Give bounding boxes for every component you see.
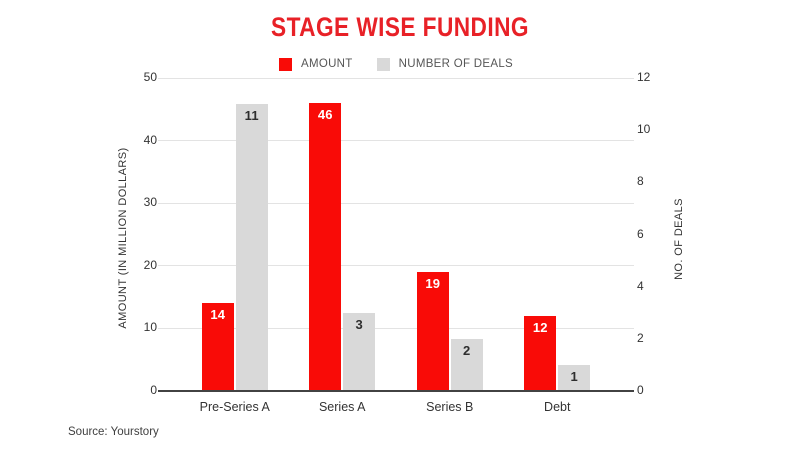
right-tick-2: 2 (637, 330, 644, 345)
bar-group-pre-series-a: 14 11 (181, 104, 289, 391)
gridline-40 (158, 140, 634, 142)
chart-title: STAGE WISE FUNDING (271, 12, 529, 42)
left-tick-10: 10 (143, 320, 157, 335)
legend-label-deals: NUMBER OF DEALS (398, 58, 514, 70)
bar-number-of-deals-series-a: 3 (343, 313, 376, 391)
bar-group-series-b: 19 2 (396, 272, 504, 391)
right-tick-12: 12 (637, 70, 651, 84)
bar-group-debt: 12 1 (504, 316, 612, 391)
bar-value-number-of-deals-debt: 1 (570, 369, 578, 384)
x-label-debt: Debt (544, 400, 571, 414)
bar-group-series-a: 46 3 (289, 103, 397, 391)
bar-amount-pre-series-a: 14 (201, 303, 234, 391)
x-label-pre-series-a: Pre-Series A (199, 400, 270, 414)
right-tick-4: 4 (637, 278, 644, 293)
x-axis-labels: Pre-Series A Series A Series B Debt (165, 400, 627, 414)
gridline-20 (158, 265, 634, 267)
gridline-10 (158, 327, 634, 329)
legend-item-amount: AMOUNT (278, 57, 353, 71)
right-tick-8: 8 (637, 174, 644, 189)
bar-amount-debt: 12 (524, 316, 557, 391)
bar-value-number-of-deals-series-a: 3 (355, 317, 363, 332)
bar-value-number-of-deals-series-b: 2 (463, 343, 471, 358)
legend-swatch-amount (278, 57, 292, 71)
x-label-series-b: Series B (426, 400, 474, 414)
right-tick-6: 6 (637, 226, 644, 241)
right-tick-10: 10 (637, 122, 651, 137)
bar-number-of-deals-series-b: 2 (450, 339, 483, 391)
right-axis-title: NO. OF DEALS (673, 198, 685, 280)
bar-groups: 14 11 46 3 19 2 12 1 (165, 78, 627, 391)
left-tick-0: 0 (150, 383, 157, 397)
left-tick-40: 40 (143, 132, 157, 147)
x-label-series-a: Series A (318, 400, 366, 414)
gridline-30 (158, 202, 634, 204)
bar-value-amount-series-a: 46 (317, 107, 333, 122)
source-note: Source: Yourstory (68, 426, 159, 438)
bar-number-of-deals-pre-series-a: 11 (235, 104, 268, 391)
bar-number-of-deals-debt: 1 (558, 365, 591, 391)
bar-value-number-of-deals-pre-series-a: 11 (244, 108, 259, 123)
plot-area: 0 10 20 30 40 50 0 2 4 6 8 10 12 14 11 46 3 19 2 12 1 Pre-… (144, 70, 651, 414)
bar-amount-series-a: 46 (309, 103, 342, 391)
legend: AMOUNT NUMBER OF DEALS (165, 56, 627, 72)
right-tick-0: 0 (637, 383, 644, 397)
left-axis-title: AMOUNT (IN MILLION DOLLARS) (117, 147, 129, 329)
bar-value-amount-debt: 12 (532, 320, 548, 335)
x-axis-line (158, 390, 634, 392)
legend-label-amount: AMOUNT (300, 58, 353, 70)
bar-value-amount-series-b: 19 (425, 276, 441, 291)
legend-item-deals: NUMBER OF DEALS (376, 57, 514, 71)
bar-amount-series-b: 19 (416, 272, 449, 391)
legend-swatch-deals (376, 57, 390, 71)
bar-value-amount-pre-series-a: 14 (210, 307, 226, 322)
left-tick-30: 30 (143, 195, 157, 210)
left-tick-50: 50 (143, 70, 157, 84)
gridline-50 (158, 77, 634, 79)
left-tick-20: 20 (143, 257, 157, 272)
